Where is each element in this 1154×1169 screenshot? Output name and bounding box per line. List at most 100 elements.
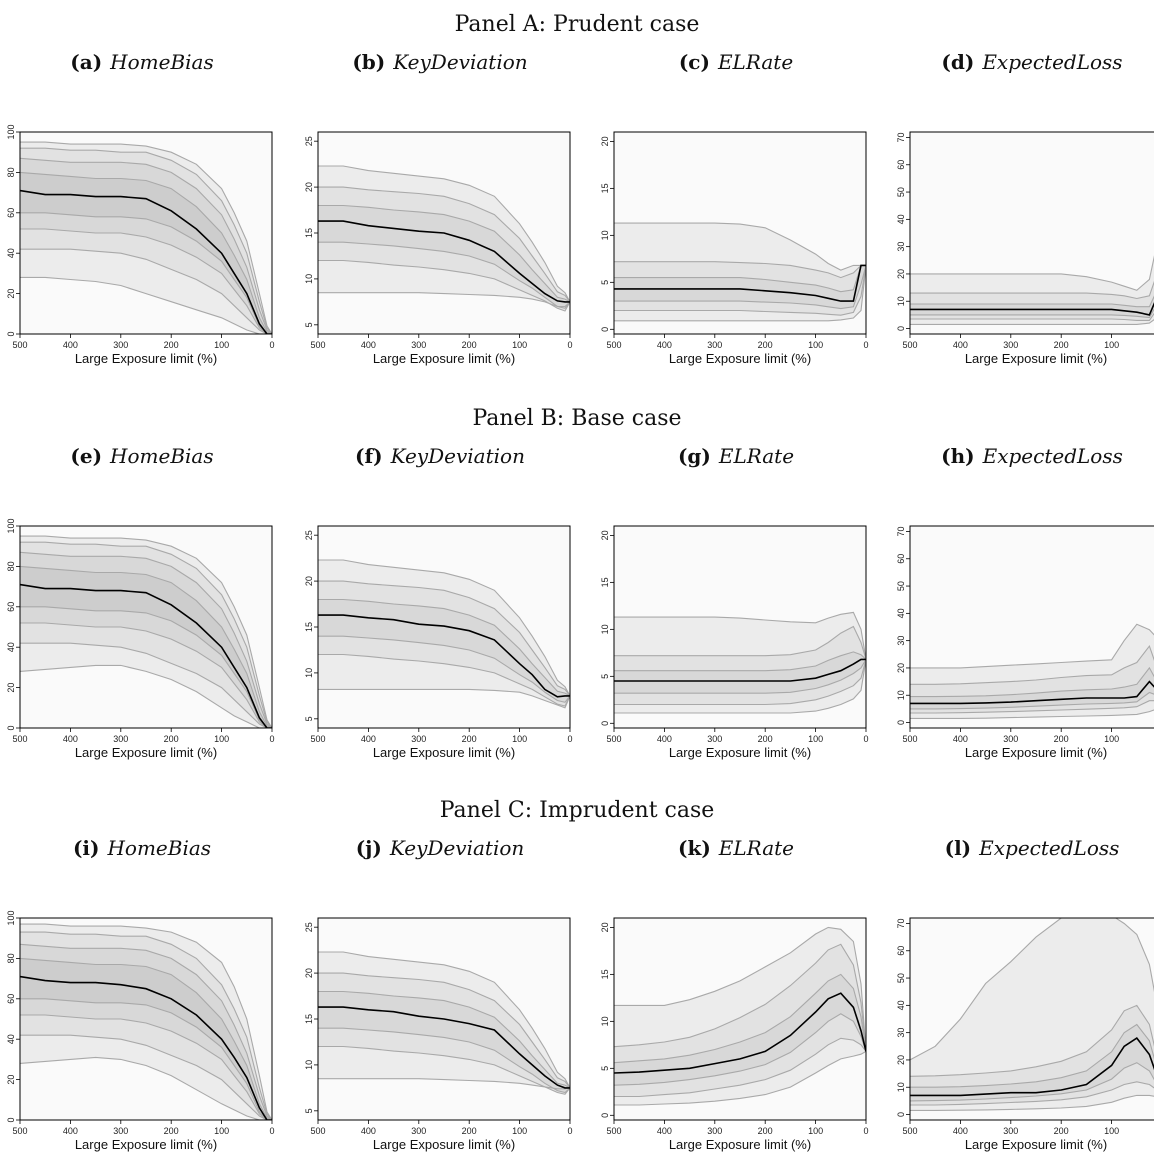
median-line	[614, 264, 866, 302]
plot-frame	[613, 131, 867, 335]
quantile-line	[20, 943, 272, 1120]
chart-variable: KeyDeviation	[390, 444, 525, 468]
x-tick-label: 200	[1054, 1126, 1069, 1136]
median-line	[318, 220, 570, 303]
y-tick-label: 5	[304, 322, 314, 327]
y-tick-label: 5	[304, 716, 314, 721]
y-tick-label: 20	[896, 663, 906, 673]
quantile-line	[20, 931, 272, 1120]
chart-variable: HomeBias	[107, 836, 212, 860]
quantile-line	[20, 541, 272, 728]
x-axis-label: Large Exposure limit (%)	[75, 1137, 217, 1152]
chart-subtitle: (e) HomeBias	[12, 444, 272, 468]
y-tick-label: 60	[6, 602, 16, 612]
x-tick-label: 0	[269, 1126, 274, 1136]
quantile-line	[614, 265, 866, 322]
y-tick-label: 50	[896, 187, 906, 197]
y-tick-label: 15	[304, 1014, 314, 1024]
quantile-band	[20, 958, 272, 1120]
quantile-line	[318, 186, 570, 303]
quantile-line	[614, 265, 866, 310]
quantile-line	[318, 292, 570, 308]
quantile-line	[614, 973, 866, 1064]
x-tick-label: 500	[902, 340, 917, 350]
chart-variable: ELRate	[718, 444, 795, 468]
x-tick-label: 300	[1003, 734, 1018, 744]
x-tick-label: 500	[310, 734, 325, 744]
y-tick-label: 100	[6, 124, 16, 139]
y-tick-label: 15	[304, 228, 314, 238]
quantile-line	[318, 580, 570, 697]
quantile-line	[614, 1050, 866, 1106]
x-axis-label: Large Exposure limit (%)	[669, 745, 811, 760]
chart-subtitle: (f) KeyDeviation	[310, 444, 570, 468]
y-tick-label: 0	[896, 326, 906, 331]
chart-variable: ELRate	[717, 50, 794, 74]
x-tick-label: 500	[310, 340, 325, 350]
chart-label: (a)	[70, 50, 103, 74]
quantile-line	[318, 559, 570, 697]
quantile-band	[20, 566, 272, 728]
y-tick-label: 20	[600, 136, 610, 146]
x-tick-label: 500	[606, 1126, 621, 1136]
quantile-line	[910, 709, 1154, 719]
median-line	[910, 302, 1154, 316]
quantile-band	[910, 1024, 1154, 1101]
x-axis-label: Large Exposure limit (%)	[669, 351, 811, 366]
quantile-line	[614, 625, 866, 660]
quantile-line	[614, 261, 866, 279]
quantile-line	[614, 659, 866, 694]
quantile-line	[20, 276, 272, 334]
quantile-line	[910, 255, 1154, 291]
quantile-line	[318, 951, 570, 1089]
quantile-line	[20, 664, 272, 728]
plot-frame	[19, 131, 273, 335]
chart-variable: ExpectedLoss	[982, 444, 1123, 468]
y-tick-label: 0	[896, 1112, 906, 1117]
x-tick-label: 0	[863, 340, 868, 350]
quantile-line	[614, 222, 866, 271]
y-tick-label: 10	[896, 690, 906, 700]
x-tick-label: 200	[462, 1126, 477, 1136]
quantile-line	[20, 998, 272, 1120]
chart-label: (l)	[944, 836, 972, 860]
quantile-line	[910, 295, 1154, 308]
y-tick-label: 80	[6, 953, 16, 963]
x-tick-label: 0	[863, 734, 868, 744]
x-tick-label: 300	[113, 340, 128, 350]
chart-expectedloss: 0102030405060705004003002001000Large Exp…	[896, 917, 1154, 1152]
plot-frame	[613, 917, 867, 1121]
y-tick-label: 60	[6, 208, 16, 218]
quantile-line	[614, 943, 866, 1052]
quantile-line	[318, 653, 570, 707]
quantile-line	[20, 141, 272, 334]
x-tick-label: 0	[567, 734, 572, 744]
y-tick-label: 0	[896, 720, 906, 725]
chart-subtitle: (g) ELRate	[606, 444, 866, 468]
y-tick-label: 0	[6, 331, 16, 336]
chart-variable: HomeBias	[110, 444, 214, 468]
x-tick-label: 200	[462, 340, 477, 350]
y-tick-label: 40	[896, 214, 906, 224]
x-tick-label: 100	[214, 1126, 229, 1136]
x-tick-label: 100	[808, 1126, 823, 1136]
quantile-line	[20, 535, 272, 728]
quantile-line	[318, 165, 570, 303]
x-tick-label: 100	[214, 340, 229, 350]
quantile-line	[20, 606, 272, 728]
chart-label: (k)	[678, 836, 711, 860]
quantile-line	[20, 551, 272, 728]
chart-label: (e)	[70, 444, 103, 468]
x-tick-label: 300	[707, 734, 722, 744]
y-tick-label: 20	[304, 968, 314, 978]
chart-label: (i)	[72, 836, 100, 860]
x-tick-label: 400	[953, 734, 968, 744]
x-tick-label: 500	[12, 734, 27, 744]
y-tick-label: 30	[896, 242, 906, 252]
chart-homebias: 0 20 40 60 80 100 500 400 300 200 100 0 Large Exposu…	[6, 518, 275, 760]
x-tick-label: 300	[113, 734, 128, 744]
quantile-line	[614, 659, 866, 714]
quantile-line	[318, 688, 570, 709]
x-axis-label: Large Exposure limit (%)	[965, 1137, 1107, 1152]
